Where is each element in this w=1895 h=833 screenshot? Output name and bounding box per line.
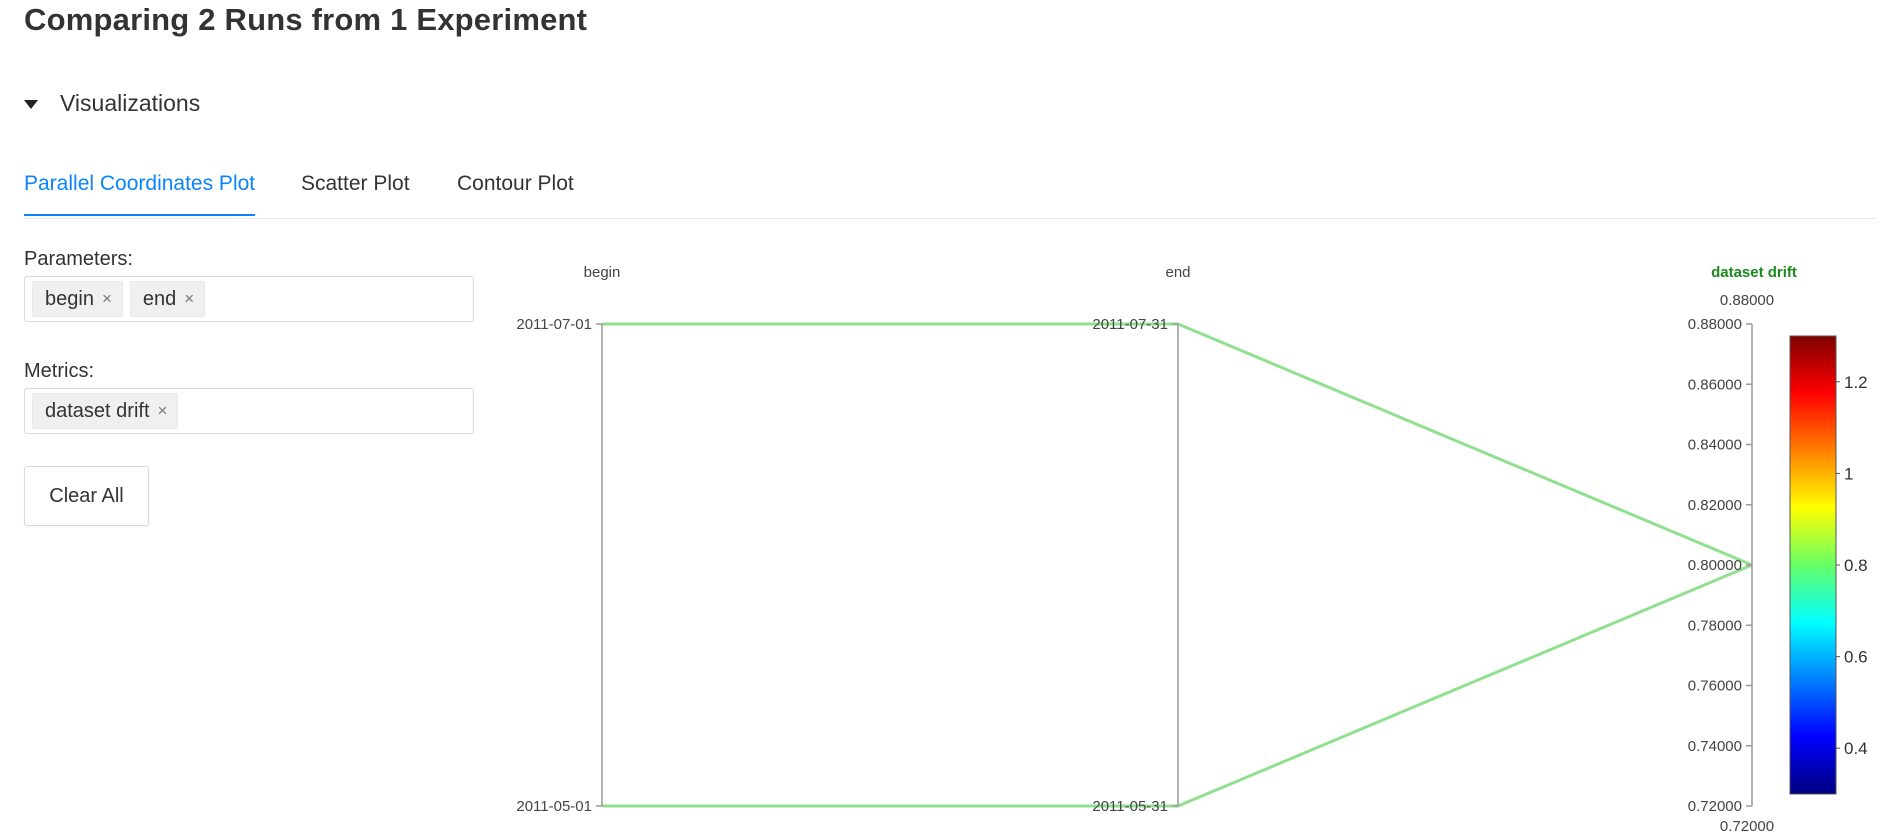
metric-tag-label: dataset drift [45,399,150,422]
visualizations-label: Visualizations [60,90,201,116]
colorbar-tick-label: 1 [1844,464,1853,483]
close-icon[interactable]: × [157,401,168,420]
tab-parallel-coordinates-plot[interactable]: Parallel Coordinates Plot [24,172,256,216]
metric-tag-dataset-drift: dataset drift × [32,393,179,429]
axis-tick-label: 0.88000 [1688,316,1742,333]
parameter-tag-begin: begin × [32,281,123,317]
axis-tick-label: 2011-05-31 [1092,798,1168,815]
parameter-tag-label: begin [45,287,94,310]
tab-scatter-plot[interactable]: Scatter Plot [301,172,410,195]
caret-down-icon [24,100,38,109]
colorbar [1789,335,1837,795]
axis-tick-label: 0.82000 [1688,497,1742,514]
close-icon[interactable]: × [184,289,195,308]
axis-title-dataset-drift[interactable]: dataset drift [1711,264,1797,281]
axis-tick-label: 0.74000 [1688,738,1742,755]
parameters-label: Parameters: [24,248,133,270]
visualization-tabs: Parallel Coordinates Plot Scatter Plot C… [24,158,1876,219]
clear-all-button[interactable]: Clear All [24,466,149,526]
axis-range-min-label: 0.72000 [1720,818,1774,833]
visualizations-toggle[interactable]: Visualizations [24,90,200,117]
axis-tick-label: 0.76000 [1688,678,1742,695]
colorbar-tick-label: 0.8 [1844,556,1868,575]
axis-tick-label: 0.72000 [1688,798,1742,815]
parameter-tag-label: end [142,287,177,310]
run-line-1[interactable] [602,322,1753,567]
axis-tick-label: 2011-07-01 [516,316,592,333]
axis-tick-label: 0.84000 [1688,437,1742,454]
axis-tick-label: 2011-05-01 [516,798,592,815]
metrics-label: Metrics: [24,360,94,382]
axis-title-begin[interactable]: begin [584,264,621,281]
colorbar-tick-label: 0.6 [1844,648,1868,667]
axis-tick-label: 0.78000 [1688,617,1742,634]
axis-tick-label: 0.80000 [1688,557,1742,574]
parameters-select[interactable]: begin × end × [24,276,474,322]
colorbar-tick-label: 1.2 [1844,373,1868,392]
colorbar-tick-label: 0.4 [1844,739,1868,758]
tab-contour-plot[interactable]: Contour Plot [457,172,574,195]
page-title: Comparing 2 Runs from 1 Experiment [24,2,588,37]
axis-title-end[interactable]: end [1165,264,1190,281]
axis-tick-label: 2011-07-31 [1092,316,1168,333]
run-line-2[interactable] [602,563,1753,808]
parameter-tag-end: end × [129,281,206,317]
axis-range-max-label: 0.88000 [1720,292,1774,309]
close-icon[interactable]: × [101,289,112,308]
axis-tick-label: 0.86000 [1688,376,1742,393]
metrics-select[interactable]: dataset drift × [24,388,474,434]
